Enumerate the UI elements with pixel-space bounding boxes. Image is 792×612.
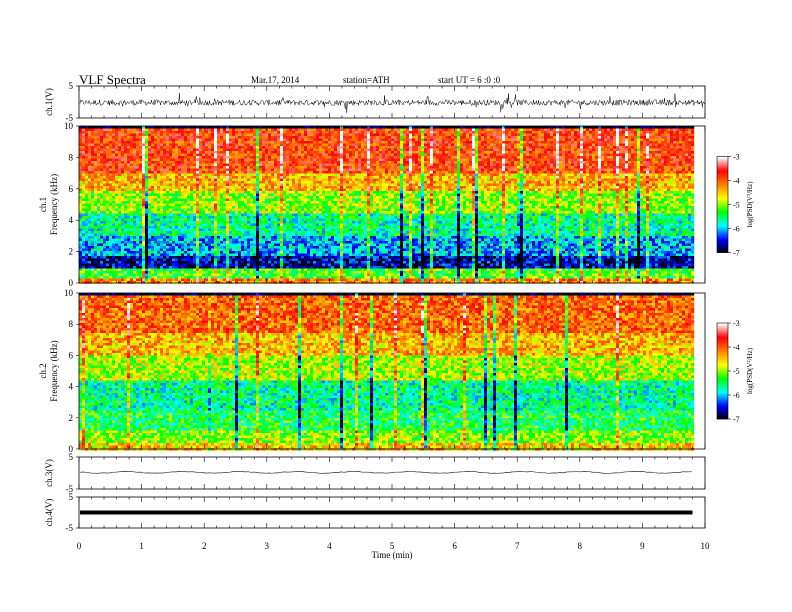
colorbar-tick-label: -6 <box>733 391 740 400</box>
y-axis-label: Frequency (kHz) <box>49 174 59 235</box>
date-label: Mar.17, 2014 <box>251 75 299 85</box>
y-tick-label: -5 <box>66 484 74 494</box>
y-tick-label: 4 <box>69 215 74 225</box>
x-tick-label: 1 <box>139 541 144 551</box>
ch3-trace <box>79 470 693 474</box>
y-axis-label: ch.1(V) <box>44 88 54 116</box>
y-tick-label: 8 <box>69 319 74 329</box>
y-tick-label: 5 <box>69 81 74 91</box>
y-axis-label: ch.3(V) <box>44 459 54 487</box>
colorbar-tick-label: -7 <box>733 415 740 424</box>
y-tick-label: 10 <box>64 288 74 298</box>
x-tick-label: 10 <box>701 541 711 551</box>
ch4-trace <box>80 510 693 515</box>
y-tick-label: 4 <box>69 382 74 392</box>
x-tick-label: 3 <box>265 541 270 551</box>
ch1-trace <box>79 92 705 113</box>
y-tick-label: 0 <box>69 278 74 288</box>
x-tick-label: 4 <box>327 541 332 551</box>
y-tick-label: 5 <box>69 452 74 462</box>
channel-label: ch.2 <box>38 363 48 378</box>
y-tick-label: 5 <box>69 492 74 502</box>
colorbar-label: log(PSD(V²/Hz) <box>746 181 754 228</box>
x-tick-label: 8 <box>578 541 583 551</box>
channel-label: ch.1 <box>38 197 48 212</box>
y-tick-label: 2 <box>69 413 74 423</box>
colorbar-tick-label: -5 <box>733 201 740 210</box>
colorbar-tick-label: -6 <box>733 225 740 234</box>
y-axis-label: Frequency (kHz) <box>49 340 59 401</box>
spectrogram-ch2-spectrogram <box>79 293 695 451</box>
y-tick-label: -5 <box>66 523 74 533</box>
y-tick-label: 6 <box>69 350 74 360</box>
colorbar-tick-label: -5 <box>733 367 740 376</box>
colorbar-label: log(PSD(V²/Hz) <box>746 347 754 394</box>
station-label: station=ATH <box>343 75 390 85</box>
spectrogram-ch1-spectrogram <box>79 126 695 284</box>
y-tick-label: 8 <box>69 152 74 162</box>
x-tick-label: 0 <box>77 541 82 551</box>
y-tick-label: 10 <box>64 121 74 131</box>
y-axis-label: ch.4(V) <box>44 499 54 527</box>
colorbar <box>717 323 728 420</box>
y-tick-label: 6 <box>69 184 74 194</box>
start-time-label: start UT = 6 :0 :0 <box>438 75 500 85</box>
colorbar-tick-label: -4 <box>733 177 740 186</box>
y-tick-label: 2 <box>69 247 74 257</box>
x-tick-label: 5 <box>390 541 395 551</box>
colorbar-tick-label: -3 <box>733 153 740 162</box>
y-tick-label: 0 <box>69 444 74 454</box>
colorbar-tick-label: -3 <box>733 319 740 328</box>
x-axis-label: Time (min) <box>372 550 413 560</box>
x-tick-label: 7 <box>515 541 520 551</box>
colorbar <box>717 156 728 253</box>
colorbar-tick-label: -7 <box>733 249 740 258</box>
x-tick-label: 6 <box>452 541 457 551</box>
colorbar-tick-label: -4 <box>733 343 740 352</box>
x-tick-label: 9 <box>640 541 645 551</box>
y-tick-label: -5 <box>66 113 74 123</box>
x-tick-label: 2 <box>202 541 207 551</box>
chart-title: VLF Spectra <box>79 72 146 88</box>
